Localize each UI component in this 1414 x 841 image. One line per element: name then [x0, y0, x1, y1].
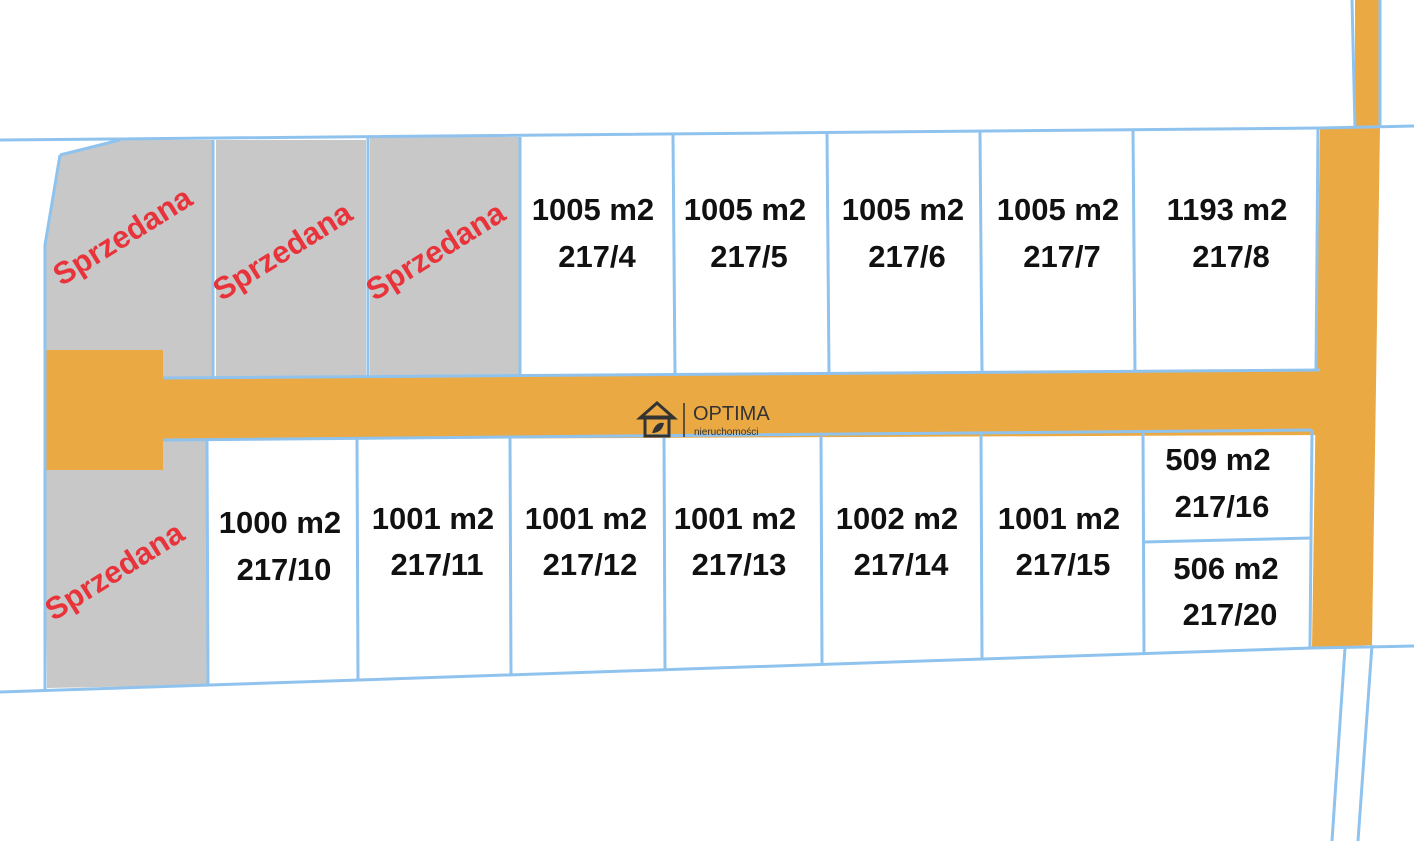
plot-area: 1001 m2: [674, 501, 796, 536]
plot-number: 217/12: [543, 547, 638, 582]
plot-number: 217/13: [692, 547, 787, 582]
plot-area: 1001 m2: [525, 501, 647, 536]
plot-area: 1005 m2: [842, 192, 964, 227]
logo-name: OPTIMA: [693, 403, 770, 425]
plot-number: 217/8: [1192, 239, 1270, 274]
plot-number: 217/6: [868, 239, 946, 274]
plot-area: 1000 m2: [219, 505, 341, 540]
roads: [45, 0, 1380, 648]
plot-area: 1193 m2: [1167, 192, 1288, 227]
plot-number: 217/10: [237, 552, 332, 587]
plot-number: 217/20: [1183, 597, 1278, 632]
plot-area: 1005 m2: [997, 192, 1119, 227]
logo: OPTIMA nieruchomości: [636, 400, 770, 438]
plot-number: 217/14: [854, 547, 950, 582]
plot-number: 217/5: [710, 239, 788, 274]
plot-number: 217/11: [390, 547, 483, 582]
plot-number: 217/15: [1016, 547, 1111, 582]
plot-area: 1005 m2: [684, 192, 806, 227]
plot-area: 506 m2: [1173, 551, 1278, 586]
plot-number: 217/16: [1175, 489, 1270, 524]
plot-area: 1001 m2: [998, 501, 1120, 536]
logo-tagline: nieruchomości: [694, 427, 758, 438]
plot-area: 509 m2: [1165, 442, 1270, 477]
plot-area: 1005 m2: [532, 192, 654, 227]
plot-number: 217/4: [558, 239, 636, 274]
sold-areas: [45, 137, 520, 688]
plot-area: 1002 m2: [836, 501, 958, 536]
plot-number: 217/7: [1023, 239, 1101, 274]
plot-area: 1001 m2: [372, 501, 494, 536]
